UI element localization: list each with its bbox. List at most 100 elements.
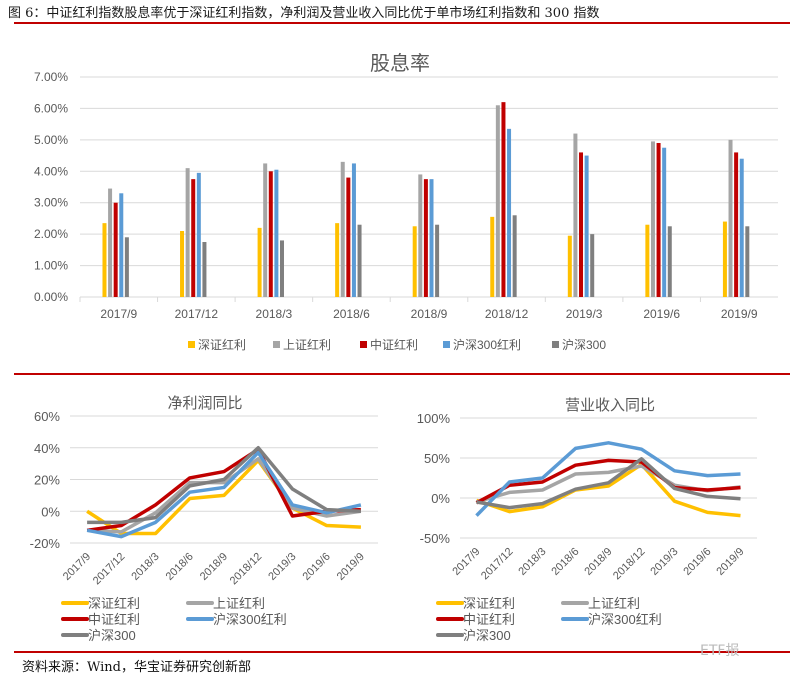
bar-深证红利 [335, 223, 340, 297]
x-tick-label: 2018/12 [611, 546, 648, 583]
bar-沪深300 [512, 215, 517, 297]
bar-沪深300 [667, 226, 672, 297]
bar-上证红利 [573, 133, 578, 297]
y-tick-label: 20% [34, 473, 60, 488]
bar-沪深300 [590, 234, 595, 297]
bar-沪深300红利 [739, 158, 744, 297]
y-tick-label: -20% [30, 536, 61, 551]
bar-深证红利 [412, 226, 417, 297]
bar-沪深300红利 [119, 193, 124, 297]
chart-title: 股息率 [370, 52, 430, 75]
x-tick-label: 2018/12 [228, 551, 265, 588]
bar-上证红利 [108, 188, 113, 297]
bar-沪深300红利 [507, 128, 512, 297]
x-tick-label: 2017/9 [61, 551, 93, 583]
bar-沪深300 [124, 237, 129, 297]
bar-上证红利 [263, 163, 268, 297]
y-tick-label: 60% [34, 409, 60, 424]
x-tick-label: 2018/3 [129, 551, 161, 583]
legend-swatch [360, 341, 367, 348]
bar-沪深300红利 [196, 172, 201, 297]
x-tick-label: 2019/3 [648, 546, 680, 578]
x-tick-label: 2018/3 [256, 307, 293, 321]
legend-label: 中证红利 [370, 337, 418, 352]
y-tick-label: 100% [417, 411, 451, 426]
chart-title: 营业收入同比 [565, 397, 655, 414]
bottom-rule [14, 651, 790, 653]
bar-沪深300 [435, 224, 440, 297]
x-tick-label: 2018/6 [333, 307, 370, 321]
legend-label: 沪深300红利 [453, 337, 521, 352]
watermark: ETF报 [700, 643, 740, 659]
legend-label: 沪深300红利 [588, 612, 662, 627]
bar-中证红利 [501, 102, 506, 298]
bar-中证红利 [191, 179, 196, 297]
bar-中证红利 [656, 143, 661, 297]
line-深证红利 [475, 462, 741, 518]
x-tick-label: 2019/9 [721, 307, 758, 321]
bar-上证红利 [650, 141, 655, 297]
bar-上证红利 [495, 105, 500, 298]
bar-沪深300红利 [429, 179, 434, 297]
bar-深证红利 [567, 235, 572, 297]
x-tick-label: 2017/12 [175, 307, 219, 321]
x-tick-label: 2017/12 [479, 546, 516, 583]
bar-深证红利 [102, 223, 107, 297]
bar-沪深300红利 [351, 163, 356, 297]
legend-label: 深证红利 [463, 596, 515, 611]
line-沪深300红利 [475, 441, 741, 517]
line-中证红利 [475, 458, 741, 505]
legend-label: 中证红利 [463, 612, 515, 627]
legend-swatch [188, 341, 195, 348]
bar-中证红利 [423, 179, 428, 297]
bar-上证红利 [728, 139, 733, 297]
bar-深证红利 [722, 221, 727, 297]
x-tick-label: 2017/9 [450, 546, 482, 578]
bar-深证红利 [257, 227, 262, 297]
bar-沪深300 [202, 242, 207, 297]
bar-深证红利 [645, 224, 650, 297]
legend-label: 沪深300 [463, 628, 511, 643]
bar-沪深300红利 [662, 147, 667, 297]
legend-label: 上证红利 [588, 596, 640, 611]
legend-label: 沪深300红利 [213, 612, 287, 627]
x-tick-label: 2019/3 [566, 307, 603, 321]
legend-label: 深证红利 [88, 596, 140, 611]
bar-沪深300 [357, 224, 362, 297]
y-tick-label: 4.00% [34, 164, 68, 178]
bar-深证红利 [180, 231, 185, 297]
bar-上证红利 [185, 168, 190, 297]
x-tick-label: 2019/9 [714, 546, 746, 578]
bar-深证红利 [490, 216, 495, 297]
line-沪深300 [476, 457, 741, 510]
y-tick-label: 0% [431, 491, 450, 506]
y-tick-label: 50% [424, 451, 450, 466]
legend-label: 上证红利 [213, 596, 265, 611]
x-tick-label: 2017/9 [100, 307, 137, 321]
figure-caption: 图 6：中证红利指数股息率优于深证红利指数，净利润及营业收入同比优于单市场红利指… [8, 6, 600, 21]
chart-title: 净利润同比 [167, 395, 242, 412]
bar-沪深300红利 [274, 169, 279, 297]
y-tick-label: 0.00% [34, 290, 68, 304]
bar-沪深300 [279, 240, 284, 297]
y-tick-label: 0% [41, 504, 60, 519]
bar-上证红利 [340, 161, 345, 297]
x-tick-label: 2018/9 [582, 546, 614, 578]
y-tick-label: 5.00% [34, 133, 68, 147]
bar-中证红利 [113, 202, 118, 297]
x-tick-label: 2019/3 [266, 551, 298, 583]
y-tick-label: 7.00% [34, 70, 68, 84]
x-tick-label: 2019/6 [301, 551, 333, 583]
y-tick-label: 3.00% [34, 196, 68, 210]
x-tick-label: 2018/9 [411, 307, 448, 321]
x-tick-label: 2018/3 [516, 546, 548, 578]
top-rule [14, 22, 790, 24]
legend-label: 深证红利 [198, 337, 246, 352]
bar-上证红利 [418, 174, 423, 297]
x-tick-label: 2018/9 [198, 551, 230, 583]
legend-swatch [552, 341, 559, 348]
y-tick-label: 40% [34, 441, 60, 456]
source-note: 资料来源：Wind，华宝证券研究创新部 [22, 660, 251, 675]
